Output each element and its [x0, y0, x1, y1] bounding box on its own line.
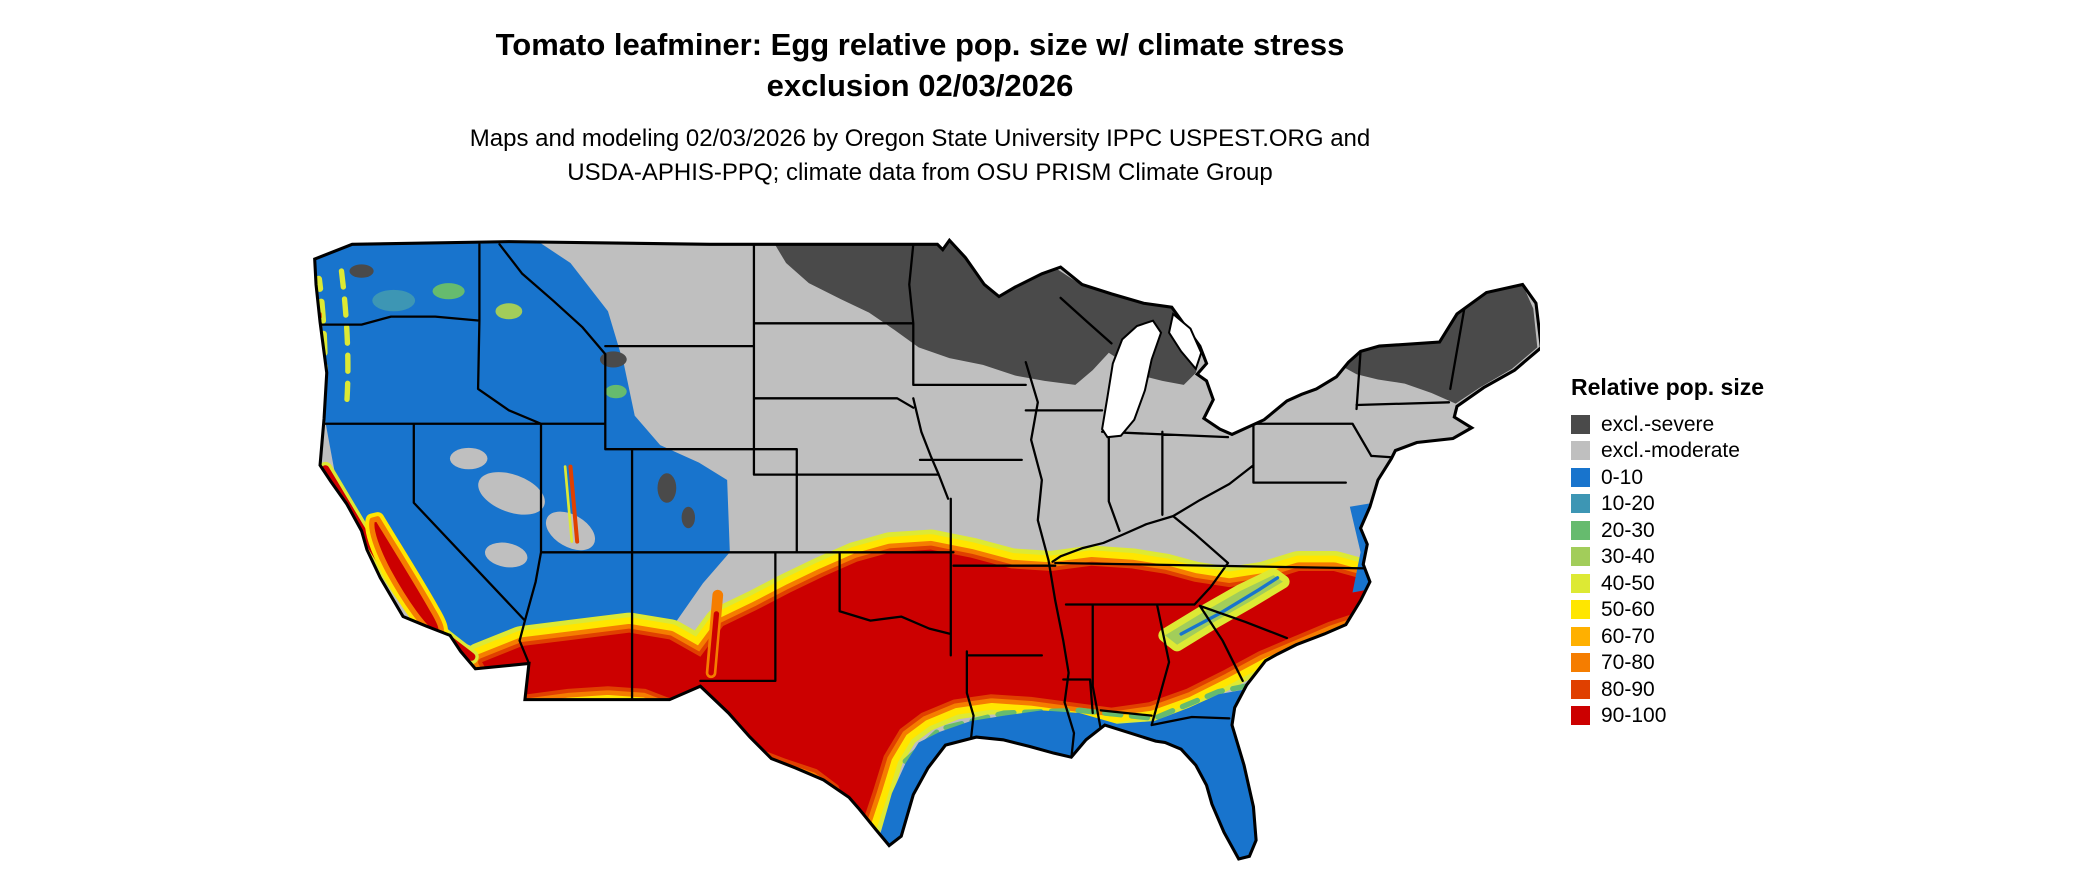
legend-swatch [1571, 520, 1590, 540]
legend-item: 60-70 [1571, 623, 1901, 650]
legend-item: 10-20 [1571, 491, 1901, 518]
map-subtitle: Maps and modeling 02/03/2026 by Oregon S… [0, 122, 1840, 190]
region-basin-gray [478, 472, 545, 515]
legend-swatch [1571, 653, 1590, 673]
legend-label: 30-40 [1601, 545, 1655, 569]
region-severe-midwest [770, 240, 1202, 385]
region-severe-speck [681, 506, 696, 529]
region-yg-accent [495, 303, 523, 320]
legend-label: excl.-moderate [1601, 439, 1740, 463]
legend-label: 80-90 [1601, 677, 1655, 701]
legend-label: 90-100 [1601, 704, 1667, 728]
legend-label: 40-50 [1601, 571, 1655, 595]
legend-swatch [1571, 414, 1590, 434]
lake-michigan [1101, 319, 1163, 439]
map-title-line2: exclusion 02/03/2026 [766, 68, 1074, 103]
legend-item: excl.-severe [1571, 411, 1901, 438]
legend-swatch [1571, 626, 1590, 646]
map-title-line1: Tomato leafminer: Egg relative pop. size… [495, 27, 1345, 62]
region-basin-gray [484, 542, 528, 568]
legend-swatch [1571, 706, 1590, 726]
legend-label: excl.-severe [1601, 412, 1715, 436]
legend-item: 40-50 [1571, 570, 1901, 597]
legend-item: 90-100 [1571, 703, 1901, 730]
region-west-blue [314, 240, 730, 675]
map-subtitle-line1: Maps and modeling 02/03/2026 by Oregon S… [469, 125, 1371, 152]
region-severe-speck [599, 351, 627, 368]
legend-items: excl.-severe excl.-moderate 0-10 10-20 20-30… [1571, 411, 1901, 729]
region-appalachian-blue-line [1179, 576, 1280, 636]
map-title: Tomato leafminer: Egg relative pop. size… [0, 24, 1840, 106]
legend-item: 50-60 [1571, 597, 1901, 624]
region-riogrande-red [708, 611, 720, 676]
region-cascades-yellow [338, 268, 351, 406]
legend-label: 20-30 [1601, 518, 1655, 542]
belt-core-red [482, 549, 1369, 823]
region-teal-accent [372, 289, 416, 312]
lake-huron [1167, 312, 1203, 371]
legend-swatch [1571, 600, 1590, 620]
legend-swatch [1571, 467, 1590, 487]
us-choropleth-map [308, 230, 1540, 888]
region-basin-gray [449, 447, 488, 470]
legend-item: 70-80 [1571, 650, 1901, 677]
legend-label: 70-80 [1601, 651, 1655, 675]
legend-label: 10-20 [1601, 492, 1655, 516]
region-wasatch-red [568, 464, 580, 544]
map-subtitle-line2: USDA-APHIS-PPQ; climate data from OSU PR… [567, 159, 1273, 186]
legend-item: 30-40 [1571, 544, 1901, 571]
legend-swatch [1571, 494, 1590, 514]
region-gulf-green-fringe [902, 683, 1249, 764]
legend-label: 0-10 [1601, 465, 1644, 489]
legend-label: 50-60 [1601, 598, 1655, 622]
legend-label: 60-70 [1601, 624, 1655, 648]
legend-swatch [1571, 441, 1590, 461]
legend-title: Relative pop. size [1571, 374, 1765, 400]
legend-item: excl.-moderate [1571, 438, 1901, 465]
region-green-accent [605, 384, 627, 399]
us-map-svg [313, 238, 1540, 861]
region-wasatch-yellow [563, 465, 574, 543]
legend-item: 80-90 [1571, 676, 1901, 703]
map-legend: Relative pop. size excl.-severe excl.-mod… [1571, 374, 1901, 729]
region-severe-speck [349, 264, 374, 278]
region-green-accent [432, 283, 465, 300]
state-borders [317, 243, 1467, 760]
legend-swatch [1571, 573, 1590, 593]
legend-swatch [1571, 547, 1590, 567]
legend-swatch [1571, 679, 1590, 699]
legend-item: 20-30 [1571, 517, 1901, 544]
region-severe-speck [657, 473, 677, 503]
legend-item: 0-10 [1571, 464, 1901, 491]
